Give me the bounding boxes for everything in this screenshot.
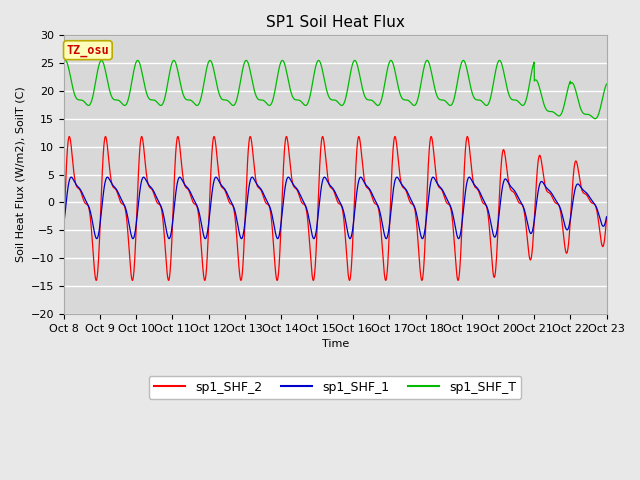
sp1_SHF_2 <box>60 226 68 232</box>
Y-axis label: Soil Heat Flux (W/m2), SoilT (C): Soil Heat Flux (W/m2), SoilT (C) <box>15 87 25 263</box>
sp1_SHF_1 <box>202 236 209 241</box>
sp1_SHF_2 <box>122 208 129 214</box>
sp1_SHF_1 <box>268 213 276 219</box>
sp1_SHF_2 <box>603 214 611 220</box>
Title: SP1 Soil Heat Flux: SP1 Soil Heat Flux <box>266 15 404 30</box>
sp1_SHF_2 <box>237 277 245 283</box>
Legend: sp1_SHF_2, sp1_SHF_1, sp1_SHF_T: sp1_SHF_2, sp1_SHF_1, sp1_SHF_T <box>149 376 522 399</box>
sp1_SHF_T <box>268 99 276 105</box>
sp1_SHF_1 <box>593 204 600 210</box>
sp1_SHF_T <box>591 116 599 121</box>
sp1_SHF_2 <box>534 162 541 168</box>
sp1_SHF_1 <box>154 198 162 204</box>
sp1_SHF_T <box>122 102 129 108</box>
sp1_SHF_1 <box>603 214 611 220</box>
Line: sp1_SHF_1: sp1_SHF_1 <box>64 177 607 239</box>
sp1_SHF_T <box>60 59 68 65</box>
sp1_SHF_2 <box>154 201 162 206</box>
sp1_SHF_1 <box>534 191 541 196</box>
sp1_SHF_1 <box>292 185 300 191</box>
sp1_SHF_1 <box>60 222 68 228</box>
sp1_SHF_T <box>603 81 611 87</box>
sp1_SHF_2 <box>268 223 276 229</box>
sp1_SHF_1 <box>122 206 129 212</box>
sp1_SHF_1 <box>140 174 147 180</box>
sp1_SHF_T <box>534 79 541 85</box>
Line: sp1_SHF_T: sp1_SHF_T <box>64 60 607 119</box>
sp1_SHF_2 <box>292 185 300 191</box>
sp1_SHF_2 <box>355 133 363 139</box>
sp1_SHF_T <box>154 100 162 106</box>
Line: sp1_SHF_2: sp1_SHF_2 <box>64 136 607 280</box>
sp1_SHF_T <box>206 58 214 63</box>
Text: TZ_osu: TZ_osu <box>67 44 109 57</box>
X-axis label: Time: Time <box>321 339 349 349</box>
sp1_SHF_T <box>292 97 300 103</box>
sp1_SHF_T <box>593 115 600 121</box>
sp1_SHF_2 <box>593 205 600 211</box>
